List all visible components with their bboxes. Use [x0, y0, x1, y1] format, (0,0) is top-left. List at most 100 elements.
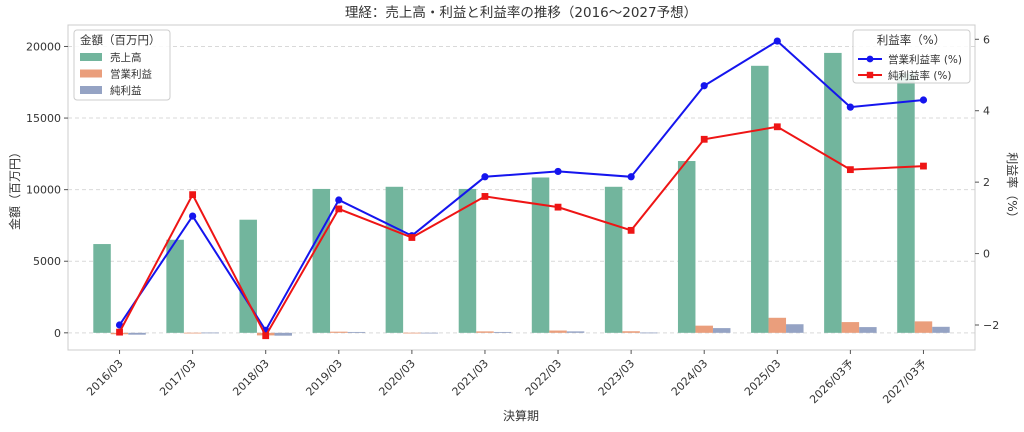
bar-sales	[93, 244, 111, 333]
legend-margins-title: 利益率（%）	[877, 33, 945, 47]
y-left-tick-label: 20000	[26, 40, 61, 53]
bar-sales	[897, 73, 915, 333]
operating-margin-point	[481, 173, 489, 181]
legend-margins: 利益率（%） 営業利益率 (%) 純利益率 (%)	[852, 29, 971, 84]
bar-operating-profit	[622, 331, 640, 333]
legend-label: 純利益率 (%)	[888, 69, 952, 82]
bar-sales	[604, 186, 623, 333]
operating-margin-point	[700, 82, 708, 90]
legend-label: 営業利益	[110, 68, 152, 81]
bar-operating-profit	[183, 332, 202, 334]
y-left-tick-label: 15000	[26, 112, 61, 125]
legend-label: 売上高	[110, 51, 142, 64]
bar-net-profit	[201, 332, 219, 334]
net-margin-point	[627, 226, 635, 234]
bar-net-profit	[274, 332, 292, 336]
bar-net-profit	[639, 332, 658, 334]
net-margin-point	[773, 123, 781, 131]
legend-swatch	[80, 69, 102, 78]
bar-sales	[677, 161, 696, 333]
lines	[115, 37, 928, 340]
bar-net-profit	[347, 331, 366, 333]
net-margin-point	[408, 234, 416, 241]
y-axis-left-title: 金額（百万円）	[7, 146, 22, 230]
bar-operating-profit	[841, 322, 860, 333]
y-left-tick-label: 10000	[26, 184, 61, 197]
bar-sales	[458, 188, 477, 333]
x-axis-title: 決算期	[503, 408, 539, 423]
x-tick-label: 2024/03	[669, 357, 711, 399]
bar-operating-profit	[914, 321, 933, 333]
operating-margin-point	[773, 37, 781, 45]
y-right-tick-label: 6	[983, 33, 990, 46]
x-tick-label: 2021/03	[450, 357, 492, 399]
bar-sales	[166, 239, 184, 333]
net-margin-point	[116, 328, 123, 336]
x-tick-label: 2020/03	[376, 357, 418, 399]
legend-amounts-title: 金額（百万円）	[80, 33, 161, 47]
operating-margin-point	[846, 103, 854, 111]
net-margin-line	[118, 125, 924, 338]
x-tick-label: 2022/03	[523, 357, 565, 399]
plot-frame	[67, 24, 976, 351]
bar-net-profit	[859, 327, 877, 333]
operating-margin-point	[189, 212, 197, 220]
legend-swatch	[80, 86, 102, 94]
net-margin-point	[335, 205, 343, 213]
x-tick-label: 2017/03	[157, 357, 199, 399]
chart-title: 理経：売上高・利益と利益率の推移（2016〜2027予想）	[345, 4, 697, 21]
x-tick-label: 2016/03	[84, 357, 126, 399]
bar-net-profit	[566, 331, 585, 333]
bar-sales	[751, 65, 769, 333]
bar-operating-profit	[476, 331, 494, 333]
net-margin-point	[920, 162, 927, 170]
bar-net-profit	[128, 332, 146, 335]
bar-sales	[531, 177, 550, 333]
legend-marker	[866, 71, 874, 79]
bar-net-profit	[932, 326, 950, 333]
x-tick-label: 2027/03予	[880, 357, 929, 406]
bar-operating-profit	[695, 325, 713, 333]
bars	[93, 52, 950, 336]
bar-net-profit	[712, 328, 731, 333]
operating-margin-point	[554, 167, 562, 176]
y-left-tick-label: 0	[54, 327, 61, 340]
bar-sales	[239, 219, 257, 333]
y-axis-left: 0 5000 10000 15000 20000	[26, 40, 68, 340]
operating-margin-point	[335, 196, 343, 204]
legend-marker	[866, 55, 874, 63]
x-tick-label: 2023/03	[596, 357, 638, 399]
y-left-tick-label: 5000	[33, 255, 61, 268]
net-margin-point	[554, 203, 562, 211]
operating-margin-point	[919, 96, 928, 104]
bar-operating-profit	[768, 317, 787, 333]
net-margin-point	[189, 191, 197, 199]
legend-swatch	[80, 53, 102, 61]
legend-label: 営業利益率 (%)	[888, 53, 962, 66]
net-margin-point	[846, 166, 854, 174]
x-tick-label: 2026/03予	[807, 357, 856, 406]
bar-sales	[385, 186, 404, 333]
y-right-tick-label: 2	[983, 176, 990, 189]
y-right-tick-label: −2	[983, 319, 999, 332]
bar-sales	[824, 52, 842, 333]
bar-net-profit	[786, 324, 804, 333]
bar-net-profit	[420, 332, 439, 334]
x-tick-label: 2018/03	[230, 357, 272, 399]
x-tick-label: 2019/03	[303, 357, 345, 399]
net-margin-point	[700, 135, 708, 143]
legend-label: 純利益	[110, 84, 142, 97]
y-axis-right: −2 0 2 4 6	[975, 33, 999, 332]
bar-net-profit	[493, 331, 512, 333]
bar-operating-profit	[330, 331, 348, 333]
y-axis-right-title: 利益率（%）	[1005, 152, 1020, 223]
net-margin-point	[262, 332, 270, 340]
net-margin-point	[481, 193, 489, 200]
y-right-tick-label: 0	[983, 248, 990, 261]
bar-operating-profit	[403, 332, 421, 334]
bar-operating-profit	[549, 330, 567, 333]
x-axis: 2016/03 2017/03 2018/03 2019/03 2020/03 2021/…	[84, 350, 930, 406]
y-right-tick-label: 4	[983, 105, 990, 118]
